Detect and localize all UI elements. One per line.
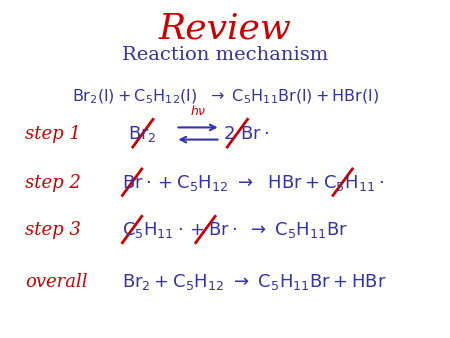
Text: step 3: step 3 (25, 221, 81, 239)
Text: Review: Review (158, 12, 292, 46)
Text: $\mathrm{Br_2}$: $\mathrm{Br_2}$ (128, 123, 157, 144)
Text: $\mathrm{Br_2(l) + C_5H_{12}(l)\ \ \rightarrow\ C_5H_{11}Br(l) + HBr(l)}$: $\mathrm{Br_2(l) + C_5H_{12}(l)\ \ \righ… (72, 88, 378, 106)
Text: Reaction mechanism: Reaction mechanism (122, 46, 328, 64)
Text: $\mathrm{2\ Br\cdot}$: $\mathrm{2\ Br\cdot}$ (223, 124, 269, 143)
Text: $\mathrm{C_5H_{11}\cdot + Br\cdot\ \rightarrow\ C_5H_{11}Br}$: $\mathrm{C_5H_{11}\cdot + Br\cdot\ \righ… (122, 220, 347, 240)
Text: $h\nu$: $h\nu$ (190, 104, 206, 118)
Text: $\mathrm{Br\cdot + C_5H_{12}\ \rightarrow\ \ HBr + C_5H_{11}\cdot}$: $\mathrm{Br\cdot + C_5H_{12}\ \rightarro… (122, 172, 383, 193)
Text: $\mathrm{Br_2 + C_5H_{12}\ \rightarrow\ C_5H_{11}Br + HBr}$: $\mathrm{Br_2 + C_5H_{12}\ \rightarrow\ … (122, 272, 386, 292)
Text: step 1: step 1 (25, 124, 81, 143)
Text: overall: overall (25, 273, 87, 291)
Text: step 2: step 2 (25, 173, 81, 192)
